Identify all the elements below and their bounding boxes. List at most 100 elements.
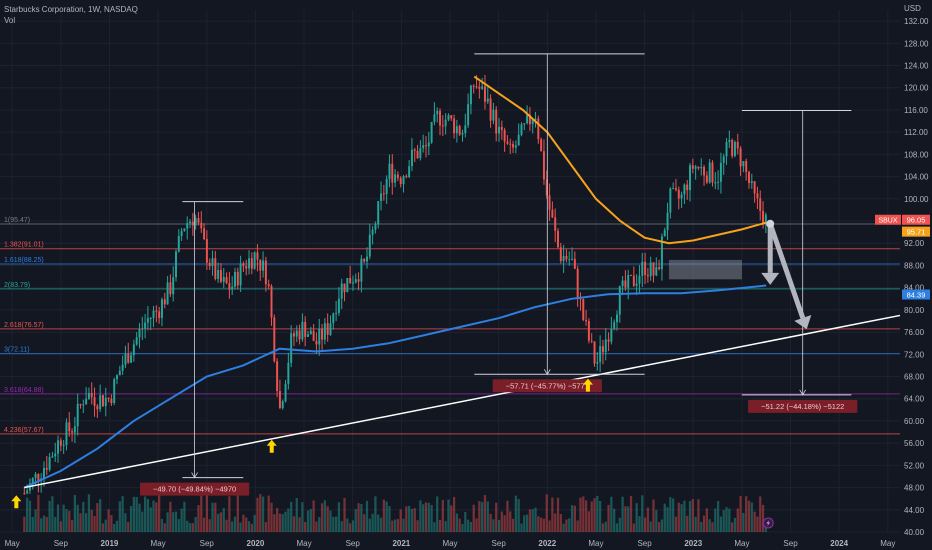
candle-body bbox=[433, 114, 436, 122]
volume-bar bbox=[716, 501, 720, 532]
y-tick-label: 56.00 bbox=[904, 439, 925, 448]
candle-body bbox=[753, 181, 756, 194]
candle-body bbox=[180, 231, 183, 237]
candle-body bbox=[48, 457, 51, 470]
volume-bar bbox=[141, 511, 144, 532]
fib-level-label: 1(95.47) bbox=[4, 217, 30, 224]
volume-bar bbox=[596, 495, 599, 532]
price-tag-box bbox=[902, 226, 930, 237]
candle-body bbox=[200, 222, 203, 229]
volume-bar bbox=[309, 509, 312, 532]
candle-body bbox=[571, 258, 574, 260]
support-trendline[interactable] bbox=[24, 314, 901, 489]
volume-bar bbox=[573, 505, 576, 532]
volume-bar bbox=[531, 509, 534, 532]
volume-bar bbox=[405, 506, 408, 532]
drawing-overlays[interactable]: −49.70 (−49.84%) −4970 −57.71 (−45.77%) −… bbox=[11, 53, 901, 529]
volume-bar bbox=[719, 516, 723, 532]
volume-bar bbox=[45, 517, 48, 532]
candle-body bbox=[764, 214, 767, 225]
volume-bar bbox=[534, 507, 537, 532]
volume-bar bbox=[225, 519, 228, 532]
volume-bar bbox=[197, 505, 200, 532]
candle-body bbox=[262, 260, 265, 271]
candle-body bbox=[349, 278, 352, 284]
volume-bar bbox=[396, 519, 400, 532]
candle-body bbox=[663, 230, 666, 237]
volume-bar bbox=[59, 521, 62, 532]
candle-body bbox=[116, 375, 118, 380]
candle-body bbox=[51, 456, 54, 458]
volume-bar bbox=[343, 497, 346, 532]
volume-bar bbox=[388, 506, 391, 532]
candle-body bbox=[703, 167, 706, 176]
candle-body bbox=[113, 379, 116, 404]
candle-body bbox=[731, 139, 734, 156]
price-tag-value: 84.39 bbox=[907, 290, 926, 299]
volume-bar bbox=[618, 517, 621, 532]
volume-bar bbox=[101, 523, 105, 532]
candle-body bbox=[71, 431, 74, 433]
volume-bar bbox=[93, 516, 96, 532]
volume-bar bbox=[298, 517, 301, 532]
volume-bar bbox=[514, 495, 517, 532]
candle-body bbox=[166, 282, 169, 305]
candle-body bbox=[601, 346, 604, 353]
volume-bar bbox=[273, 514, 276, 532]
candle-body bbox=[382, 193, 385, 195]
projection-arrow-shaft[interactable] bbox=[767, 222, 806, 319]
candle-body bbox=[177, 236, 180, 252]
candle-body bbox=[717, 181, 720, 183]
volume-bar bbox=[517, 499, 520, 532]
candle-body bbox=[217, 270, 220, 279]
candle-body bbox=[405, 176, 408, 178]
candle-body bbox=[26, 490, 29, 494]
candle-body bbox=[96, 405, 99, 410]
volume-bar bbox=[444, 521, 447, 532]
volume-bar bbox=[261, 496, 265, 532]
measure-label-box bbox=[748, 399, 858, 413]
candle-body bbox=[627, 275, 630, 288]
candle-body bbox=[34, 473, 37, 479]
candle-body bbox=[287, 362, 290, 384]
volume-bar bbox=[256, 497, 259, 532]
candle-body bbox=[534, 118, 537, 120]
measure-label: −51.22 (−44.18%) −5122 bbox=[761, 402, 844, 411]
volume-bar bbox=[368, 518, 371, 532]
volume-bar bbox=[495, 502, 498, 532]
volume-bar bbox=[37, 494, 40, 532]
candle-body bbox=[464, 125, 467, 134]
volume-bar bbox=[447, 499, 450, 532]
projection-origin-dot bbox=[766, 219, 775, 228]
candle-body bbox=[492, 109, 495, 121]
candle-body bbox=[573, 258, 576, 269]
candle-body bbox=[481, 86, 484, 89]
volume-bar bbox=[228, 496, 231, 532]
volume-bar bbox=[202, 517, 206, 532]
candle-body bbox=[163, 299, 166, 305]
candle-body bbox=[568, 259, 571, 261]
candle-body bbox=[517, 134, 520, 146]
candle-body bbox=[110, 398, 113, 404]
candle-body bbox=[674, 188, 677, 190]
projection-zone[interactable] bbox=[668, 259, 742, 280]
candle-body bbox=[388, 163, 391, 179]
candle-body bbox=[613, 322, 616, 329]
candle-body bbox=[144, 322, 147, 329]
volume-bar bbox=[129, 505, 133, 532]
volume-bar bbox=[115, 520, 119, 532]
candle-body bbox=[562, 255, 565, 262]
volume-bar bbox=[96, 503, 99, 532]
volume-bar bbox=[579, 497, 582, 532]
volume-bar bbox=[525, 514, 529, 532]
candle-body bbox=[641, 261, 644, 276]
candle-body bbox=[413, 149, 416, 151]
candle-body bbox=[332, 313, 335, 324]
x-tick-label: 2024 bbox=[830, 539, 848, 548]
volume-bar bbox=[146, 499, 150, 532]
volume-bar bbox=[503, 515, 506, 532]
volume-bar bbox=[610, 496, 613, 532]
x-tick-label: May bbox=[588, 539, 603, 548]
candle-body bbox=[557, 230, 559, 248]
